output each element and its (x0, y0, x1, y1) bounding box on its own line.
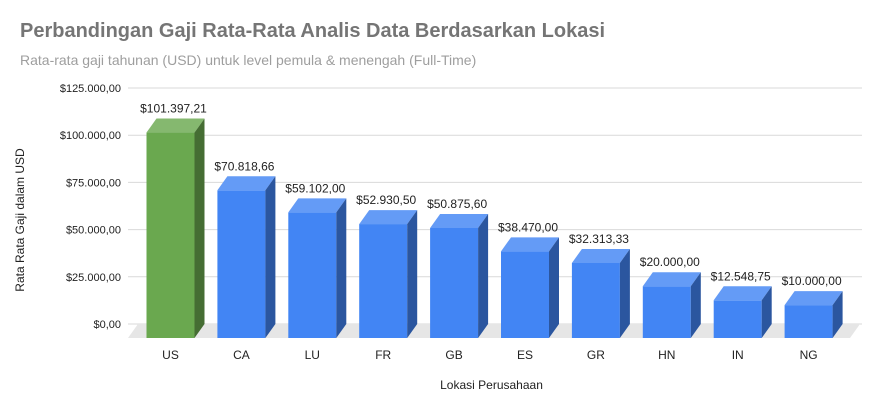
bar-IN (713, 300, 762, 338)
data-label-GR: $32.313,33 (569, 232, 629, 246)
bar-side-FR (407, 210, 418, 338)
y-tick-label: $50.000,00 (66, 225, 121, 237)
bar-FR (359, 224, 408, 338)
bar-side-US (194, 118, 205, 338)
bar-NG (784, 305, 833, 338)
x-tick-label-IN: IN (732, 348, 744, 362)
y-tick-label: $75.000,00 (66, 177, 121, 189)
bar-side-NG (832, 291, 843, 338)
bar-side-ES (549, 237, 559, 338)
chart-subtitle: Rata-rata gaji tahunan (USD) untuk level… (20, 52, 477, 68)
bar-top-GR (571, 248, 630, 263)
data-label-ES: $38.470,00 (498, 220, 558, 234)
bar-US (146, 132, 195, 338)
bar-LU (288, 212, 337, 338)
bar-side-IN (761, 286, 772, 338)
data-label-GB: $50.875,60 (427, 197, 487, 211)
chart-title: Perbandingan Gaji Rata-Rata Analis Data … (20, 20, 606, 42)
y-tick-label: $100.000,00 (60, 130, 121, 142)
bar-side-GB (478, 213, 489, 338)
x-tick-label-GB: GB (445, 348, 462, 362)
y-tick-label: $125.000,00 (60, 83, 121, 95)
bar-top-US (146, 118, 205, 133)
data-label-FR: $52.930,50 (356, 193, 416, 207)
data-label-CA: $70.818,66 (214, 159, 274, 173)
data-label-NG: $10.000,00 (782, 274, 842, 288)
bar-top-NG (784, 291, 843, 306)
x-tick-label-HN: HN (658, 348, 675, 362)
bar-top-LU (288, 198, 347, 213)
bar-side-CA (265, 176, 276, 338)
x-axis-label: Lokasi Perusahaan (440, 378, 543, 392)
bar-side-HN (690, 272, 701, 338)
x-tick-label-LU: LU (305, 348, 320, 362)
bar-GR (571, 262, 620, 338)
bar-side-LU (336, 198, 347, 338)
bar-CA (217, 190, 266, 338)
bar-ES (501, 251, 549, 338)
data-label-LU: $59.102,00 (285, 181, 345, 195)
bar-GB (430, 227, 479, 338)
x-tick-label-NG: NG (800, 348, 818, 362)
bar-top-HN (642, 272, 701, 287)
y-tick-label: $0,00 (93, 319, 121, 331)
data-label-HN: $20.000,00 (640, 255, 700, 269)
bar-HN (642, 286, 691, 338)
x-tick-label-GR: GR (587, 348, 605, 362)
bar-top-CA (217, 176, 276, 191)
bar-top-IN (713, 286, 772, 301)
bar-top-ES (501, 237, 559, 252)
x-tick-label-ES: ES (517, 348, 533, 362)
data-label-US: $101.397,21 (140, 102, 207, 116)
bar-side-GR (619, 248, 630, 338)
x-tick-label-US: US (162, 348, 179, 362)
bar-top-GB (430, 213, 489, 228)
bar-top-FR (359, 210, 418, 225)
x-tick-label-CA: CA (233, 348, 250, 362)
x-tick-label-FR: FR (375, 348, 391, 362)
data-label-IN: $12.548,75 (711, 269, 771, 283)
y-tick-label: $25.000,00 (66, 272, 121, 284)
